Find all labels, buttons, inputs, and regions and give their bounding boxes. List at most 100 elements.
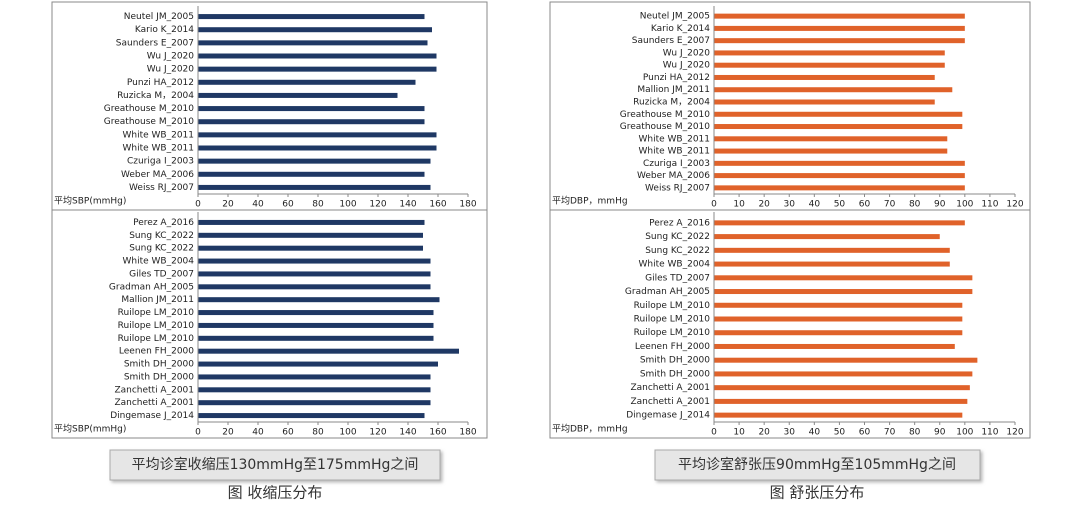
y-tick-label: Smith DH_2000 <box>124 372 194 382</box>
y-tick-label: Kario K_2014 <box>651 24 710 34</box>
x-tick-label: 30 <box>784 428 796 438</box>
y-tick-label: Gradman AH_2005 <box>625 287 710 297</box>
x-tick-label: 0 <box>195 428 201 438</box>
bar <box>714 62 945 68</box>
bar <box>714 343 955 349</box>
y-tick-label: Wu J_2020 <box>147 65 194 75</box>
x-tick-label: 40 <box>252 428 264 438</box>
bar <box>714 412 963 418</box>
bar <box>714 13 965 19</box>
y-tick-label: Smith DH_2000 <box>640 369 710 379</box>
x-tick-label: 80 <box>312 200 324 210</box>
y-tick-label: Ruilope LM_2010 <box>634 301 711 311</box>
bar <box>198 400 431 406</box>
x-tick-label: 140 <box>399 200 416 210</box>
x-tick-label: 100 <box>339 200 356 210</box>
x-tick-label: 50 <box>834 200 846 210</box>
y-tick-label: Zanchetti A_2001 <box>114 385 194 395</box>
x-axis-label: 平均DBP，mmHg <box>552 423 628 435</box>
y-tick-label: Czuriga I_2003 <box>127 157 194 167</box>
x-axis-label: 平均SBP(mmHg) <box>54 423 126 435</box>
x-tick-label: 120 <box>369 428 386 438</box>
y-tick-label: Dingemase J_2014 <box>110 411 194 421</box>
x-axis-label: 平均DBP，mmHg <box>552 195 628 207</box>
caption-box <box>654 449 981 481</box>
bar <box>198 258 431 264</box>
bar <box>714 136 948 142</box>
y-tick-label: White WB_2004 <box>122 257 194 267</box>
y-tick-label: Wu J_2020 <box>147 52 194 62</box>
y-tick-label: Leenen FH_2000 <box>119 347 194 357</box>
y-tick-label: Ruilope LM_2010 <box>118 334 195 344</box>
y-tick-label: White WB_2011 <box>638 134 710 144</box>
y-tick-label: Ruzicka M，2004 <box>633 98 710 108</box>
caption: 平均诊室舒张压90mmHg至105mmHg之间 <box>678 456 956 473</box>
x-tick-label: 90 <box>934 200 946 210</box>
bar <box>198 79 416 85</box>
bar <box>714 160 965 166</box>
bar <box>714 38 965 44</box>
bar <box>714 173 965 179</box>
panel <box>549 1 1031 439</box>
x-tick-label: 140 <box>399 428 416 438</box>
bar <box>198 219 425 225</box>
figure-caption: 图 舒张压分布 <box>770 484 865 502</box>
x-tick-label: 180 <box>459 200 476 210</box>
bar <box>198 322 434 328</box>
y-tick-label: Ruilope LM_2010 <box>634 328 711 338</box>
bar <box>198 53 437 59</box>
y-tick-label: Sung KC_2022 <box>129 244 194 254</box>
x-tick-label: 0 <box>711 200 717 210</box>
y-tick-label: Mallion JM_2011 <box>637 85 710 95</box>
y-tick-label: Greathouse M_2010 <box>620 122 711 132</box>
x-tick-label: 80 <box>909 428 921 438</box>
bar <box>198 66 437 72</box>
y-tick-label: Sung KC_2022 <box>645 232 710 242</box>
y-tick-label: Wu J_2020 <box>663 61 710 71</box>
bar <box>198 14 425 20</box>
bar <box>714 247 950 253</box>
bar <box>714 148 948 154</box>
bar <box>714 124 963 130</box>
x-tick-label: 0 <box>195 200 201 210</box>
bar <box>714 302 963 308</box>
bar <box>198 271 431 277</box>
bar <box>198 245 423 251</box>
bar <box>714 330 963 336</box>
bar <box>198 27 432 33</box>
bar <box>198 310 434 316</box>
x-tick-label: 10 <box>733 200 745 210</box>
bar <box>714 357 978 363</box>
y-tick-label: Neutel JM_2005 <box>640 12 710 22</box>
y-tick-label: Leenen FH_2000 <box>635 342 710 352</box>
bar <box>198 413 425 419</box>
y-tick-label: Giles TD_2007 <box>645 273 710 283</box>
bar <box>198 40 428 46</box>
y-tick-label: Czuriga I_2003 <box>643 159 710 169</box>
y-tick-label: Mallion JM_2011 <box>121 295 194 305</box>
bar <box>714 275 973 281</box>
x-tick-label: 50 <box>834 428 846 438</box>
bar <box>198 335 434 341</box>
bar <box>198 106 425 112</box>
x-tick-label: 180 <box>459 428 476 438</box>
bar <box>714 385 970 391</box>
y-tick-label: Ruzicka M，2004 <box>117 91 194 101</box>
y-tick-label: Weiss RJ_2007 <box>645 183 710 193</box>
y-tick-label: Sung KC_2022 <box>645 246 710 256</box>
y-tick-label: Greathouse M_2010 <box>620 110 711 120</box>
x-tick-label: 100 <box>956 200 973 210</box>
bar <box>714 87 953 93</box>
y-tick-label: Perez A_2016 <box>649 218 710 228</box>
y-tick-label: Wu J_2020 <box>663 48 710 58</box>
bar <box>198 92 398 98</box>
bar <box>714 398 968 404</box>
y-tick-label: Giles TD_2007 <box>129 269 194 279</box>
bar <box>714 289 973 295</box>
x-tick-label: 60 <box>859 428 871 438</box>
x-tick-label: 20 <box>758 428 770 438</box>
y-tick-label: Zanchetti A_2001 <box>114 398 194 408</box>
x-tick-label: 70 <box>884 200 896 210</box>
bar <box>198 232 423 238</box>
x-tick-label: 120 <box>1006 428 1023 438</box>
